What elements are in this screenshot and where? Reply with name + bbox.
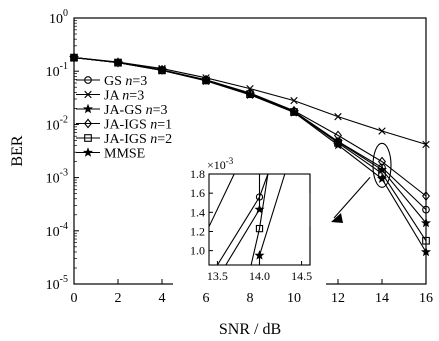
inset-marker	[255, 224, 264, 233]
x-axis-label: SNR / dB	[219, 321, 281, 338]
x-tick-label: 0	[71, 291, 78, 306]
zoom-arrow	[333, 176, 371, 219]
series-star-5	[68, 52, 432, 257]
data-point	[156, 65, 168, 75]
inset-multiplier: ×10-3	[207, 156, 234, 172]
inset-marker	[254, 250, 265, 260]
y-tick-label: 10-2	[46, 114, 68, 133]
x-tick-label: 14	[375, 291, 389, 306]
x-tick-label: 6	[203, 291, 210, 306]
legend-label: JA-IGS n=2	[104, 132, 172, 147]
data-point	[112, 57, 124, 67]
zoom-ellipse	[372, 142, 392, 188]
data-point	[288, 107, 300, 117]
legend-marker	[84, 134, 92, 142]
data-point	[376, 173, 388, 184]
x-tick-label: 12	[331, 291, 345, 306]
legend-label: JA n=3	[104, 89, 144, 104]
data-point	[420, 246, 432, 257]
legend-item: JA-IGS n=1	[76, 118, 172, 133]
inset-x-tick-label: 13.5	[207, 269, 228, 283]
inset-y-tick-label: 1.6	[190, 186, 205, 200]
inset-line	[208, 173, 235, 227]
data-point	[244, 89, 256, 100]
x-tick-label: 10	[287, 291, 301, 306]
data-point	[421, 191, 431, 202]
inset-series-0	[208, 173, 235, 227]
data-point	[290, 96, 298, 105]
legend: GS n=3JA n=3JA-GS n=3JA-IGS n=1JA-IGS n=…	[76, 74, 172, 162]
data-point	[420, 217, 432, 228]
y-axis-label: BER	[9, 135, 26, 166]
inset-series-3	[250, 173, 269, 266]
data-point	[376, 164, 388, 175]
inset-y-tick-label: 1.2	[190, 224, 205, 238]
x-tick-label: 16	[419, 291, 433, 306]
inset-y-tick-label: 1.0	[190, 244, 205, 258]
legend-label: JA-GS n=3	[104, 103, 168, 118]
inset-x-tick-label: 14.0	[249, 269, 270, 283]
legend-item: JA-GS n=3	[76, 103, 168, 118]
data-point	[200, 75, 212, 86]
legend-marker	[82, 103, 94, 114]
inset-series-4	[254, 173, 286, 265]
legend-marker	[84, 90, 92, 99]
data-point	[422, 236, 430, 245]
legend-item: MMSE	[76, 147, 145, 162]
inset-line	[250, 173, 269, 266]
y-tick-label: 10-4	[46, 221, 68, 240]
inset-x-tick-label: 14.5	[291, 269, 312, 283]
data-point	[422, 140, 430, 149]
inset-y-tick-label: 1.8	[190, 167, 205, 181]
legend-marker	[84, 76, 92, 84]
main-plot: 0 2 4 6 8 10 12 14 16 100 10-1 10-2 10-3 10-4 10-5 SNR …	[9, 8, 433, 338]
legend-item: GS n=3	[76, 74, 147, 89]
y-tick-label: 10-3	[46, 168, 68, 187]
inset-plot: ×10-3 1.0 1.2 1.4 1.6 1.8 13.5 14.0 14.5	[173, 152, 326, 289]
legend-label: MMSE	[104, 147, 145, 162]
data-point	[377, 156, 387, 167]
x-tick-label: 2	[115, 291, 122, 306]
zoom-arrowhead	[331, 213, 343, 223]
legend-marker	[83, 118, 93, 129]
data-point	[332, 139, 344, 150]
data-point	[422, 205, 430, 214]
data-point	[334, 112, 342, 121]
legend-item: JA-IGS n=2	[76, 132, 172, 147]
data-point	[378, 127, 386, 135]
inset-background	[173, 152, 326, 289]
legend-marker	[82, 147, 94, 157]
y-tick-label: 100	[49, 8, 68, 27]
legend-item: JA n=3	[76, 89, 144, 104]
legend-label: JA-IGS n=1	[104, 118, 172, 133]
legend-label: GS n=3	[104, 74, 147, 89]
data-point	[68, 52, 80, 62]
y-tick-label: 10-1	[46, 61, 68, 80]
x-tick-label: 8	[247, 291, 254, 306]
x-tick-label: 4	[159, 291, 166, 306]
y-tick-label: 10-5	[46, 274, 68, 293]
inset-y-tick-label: 1.4	[190, 205, 205, 219]
